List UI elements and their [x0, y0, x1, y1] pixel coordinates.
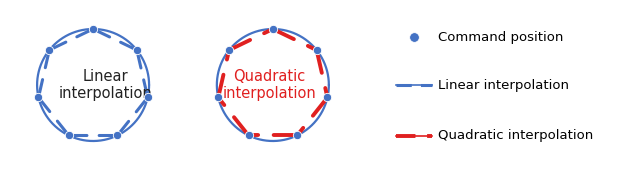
Text: Command position: Command position: [438, 31, 564, 44]
Text: Quadratic
interpolation: Quadratic interpolation: [223, 69, 317, 101]
Text: Quadratic interpolation: Quadratic interpolation: [438, 130, 594, 142]
Text: Linear interpolation: Linear interpolation: [438, 79, 569, 91]
Text: Linear
interpolation: Linear interpolation: [59, 69, 153, 101]
